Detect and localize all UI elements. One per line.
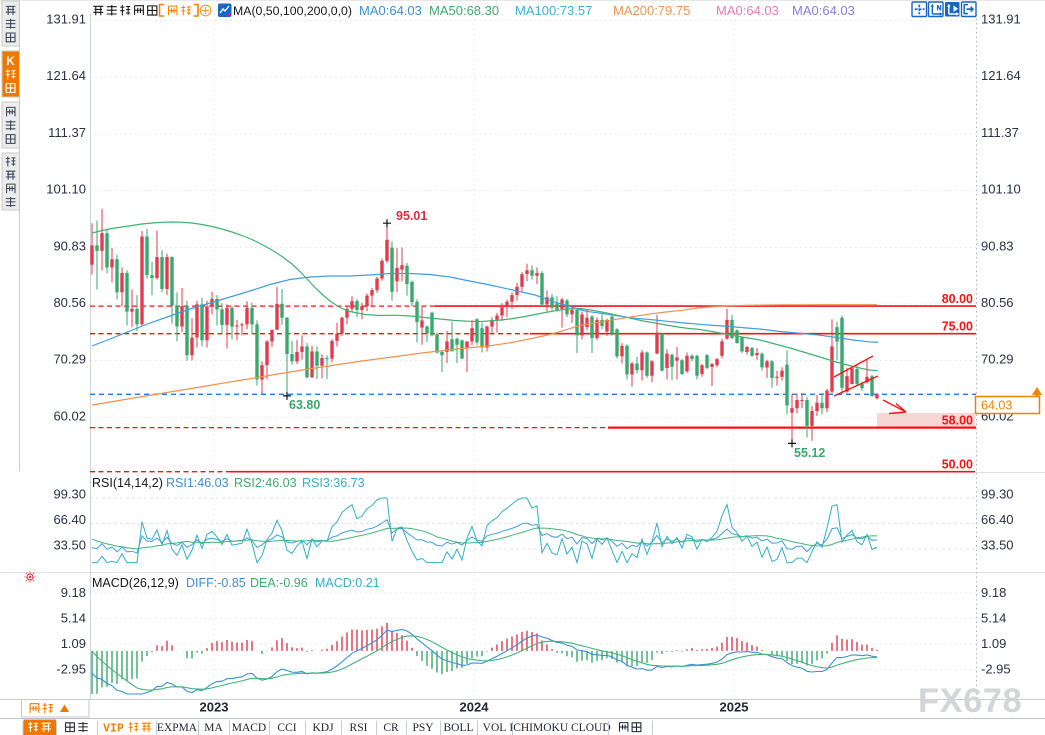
- svg-text:MA(0,50,100,200,0,0): MA(0,50,100,200,0,0): [233, 4, 352, 18]
- svg-text:55.12: 55.12: [794, 446, 825, 460]
- svg-text:PSY: PSY: [412, 722, 434, 734]
- svg-text:111.37: 111.37: [48, 125, 86, 140]
- svg-text:2023: 2023: [200, 700, 229, 715]
- svg-text:9.18: 9.18: [61, 585, 86, 600]
- svg-text:50.00: 50.00: [942, 458, 973, 472]
- svg-text:90.83: 90.83: [981, 238, 1014, 253]
- svg-text:KDJ: KDJ: [312, 722, 334, 734]
- svg-text:RSI1:46.03: RSI1:46.03: [166, 476, 229, 490]
- svg-text:58.00: 58.00: [942, 414, 973, 428]
- svg-text:FX678: FX678: [918, 682, 1022, 720]
- svg-text:RSI2:46.03: RSI2:46.03: [234, 476, 297, 490]
- svg-text:80.56: 80.56: [53, 295, 86, 310]
- svg-text:VOL: VOL: [483, 722, 507, 734]
- svg-text:MACD:0.21: MACD:0.21: [315, 576, 380, 590]
- svg-text:MA50:68.30: MA50:68.30: [429, 3, 499, 18]
- svg-text:MACD: MACD: [232, 722, 267, 734]
- svg-text:121.64: 121.64: [981, 68, 1021, 83]
- svg-text:64.03: 64.03: [981, 399, 1012, 413]
- svg-text:131.91: 131.91: [981, 12, 1021, 27]
- svg-text:DEA:-0.96: DEA:-0.96: [250, 576, 308, 590]
- svg-text:EXPMA: EXPMA: [157, 722, 198, 734]
- svg-text:75.00: 75.00: [942, 320, 973, 334]
- svg-text:99.30: 99.30: [53, 487, 86, 502]
- svg-text:95.01: 95.01: [396, 209, 427, 223]
- svg-text:80.56: 80.56: [981, 295, 1014, 310]
- svg-text:-2.95: -2.95: [981, 662, 1011, 677]
- svg-text:66.40: 66.40: [53, 512, 86, 527]
- svg-text:63.80: 63.80: [289, 398, 320, 412]
- svg-text:MA100:73.57: MA100:73.57: [515, 3, 592, 18]
- svg-text:90.83: 90.83: [53, 238, 86, 253]
- svg-text:70.29: 70.29: [981, 352, 1014, 367]
- svg-text:5.14: 5.14: [981, 611, 1006, 626]
- svg-text:101.10: 101.10: [981, 182, 1021, 197]
- svg-text:80.00: 80.00: [942, 292, 973, 306]
- svg-text:5.14: 5.14: [61, 611, 86, 626]
- svg-text:ICHIMOKU CLOUD: ICHIMOKU CLOUD: [509, 722, 610, 734]
- svg-text:33.50: 33.50: [53, 538, 86, 553]
- svg-text:CR: CR: [383, 722, 399, 734]
- svg-text:CCI: CCI: [277, 722, 296, 734]
- svg-text:BOLL: BOLL: [443, 722, 473, 734]
- svg-text:MA200:79.75: MA200:79.75: [613, 3, 690, 18]
- svg-text:99.30: 99.30: [981, 487, 1014, 502]
- svg-text:K: K: [6, 56, 15, 68]
- svg-text:MACD(26,12,9): MACD(26,12,9): [92, 576, 179, 590]
- svg-text:-2.95: -2.95: [56, 662, 86, 677]
- svg-text:111.37: 111.37: [981, 125, 1019, 140]
- svg-text:DIFF:-0.85: DIFF:-0.85: [186, 576, 246, 590]
- svg-text:MA0:64.03: MA0:64.03: [359, 3, 422, 18]
- svg-text:MA0:64.03: MA0:64.03: [716, 3, 779, 18]
- svg-text:2025: 2025: [720, 700, 749, 715]
- svg-text:1.09: 1.09: [981, 636, 1006, 651]
- svg-text:VIP: VIP: [103, 723, 124, 735]
- svg-text:131.91: 131.91: [46, 12, 86, 27]
- svg-text:RSI(14,14,2): RSI(14,14,2): [92, 476, 163, 490]
- svg-text:121.64: 121.64: [46, 68, 86, 83]
- svg-text:MA: MA: [204, 722, 223, 734]
- svg-text:66.40: 66.40: [981, 512, 1014, 527]
- svg-text:33.50: 33.50: [981, 538, 1014, 553]
- svg-text:1.09: 1.09: [61, 636, 86, 651]
- svg-text:60.02: 60.02: [53, 408, 86, 423]
- svg-text:RSI: RSI: [350, 722, 368, 734]
- svg-text:9.18: 9.18: [981, 585, 1006, 600]
- svg-text:RSI3:36.73: RSI3:36.73: [302, 476, 365, 490]
- svg-text:MA0:64.03: MA0:64.03: [792, 3, 855, 18]
- svg-text:101.10: 101.10: [46, 182, 86, 197]
- svg-text:2024: 2024: [460, 700, 490, 715]
- svg-text:70.29: 70.29: [53, 352, 86, 367]
